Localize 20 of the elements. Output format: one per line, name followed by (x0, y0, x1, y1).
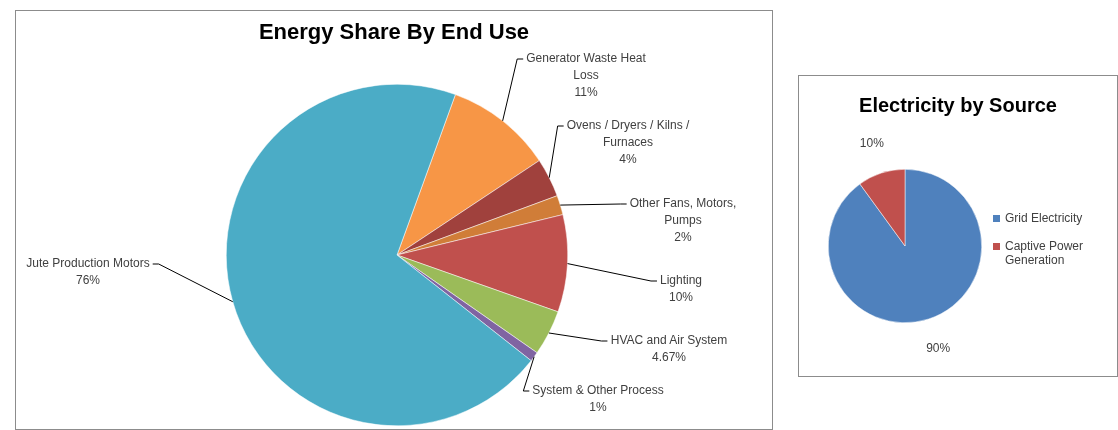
chart-title: Energy Share By End Use (257, 19, 531, 45)
data-label: 11% (574, 85, 598, 100)
legend-label: Captive Power Generation (1005, 239, 1085, 267)
data-label: 10% (859, 136, 885, 151)
data-label: 90% (926, 340, 951, 355)
slice-label: Lighting (659, 273, 703, 288)
data-label: 2% (674, 230, 692, 245)
data-label: 4.67% (651, 350, 687, 365)
chart-title: Electricity by Source (858, 94, 1058, 117)
slice-label: Other Fans, Motors, Pumps (629, 196, 737, 228)
slice-label: Generator Waste Heat Loss (526, 51, 647, 83)
slice-label: HVAC and Air System (610, 333, 728, 348)
data-label: 10% (668, 290, 694, 305)
data-label: 4% (619, 152, 637, 167)
slice-label: Jute Production Motors (26, 256, 150, 271)
data-label: 76% (75, 273, 101, 288)
slice-label: System & Other Process (532, 383, 664, 398)
data-label: 1% (589, 400, 607, 415)
legend-label: Grid Electricity (1005, 211, 1083, 225)
slice-label: Ovens / Dryers / Kilns / Furnaces (566, 118, 691, 150)
